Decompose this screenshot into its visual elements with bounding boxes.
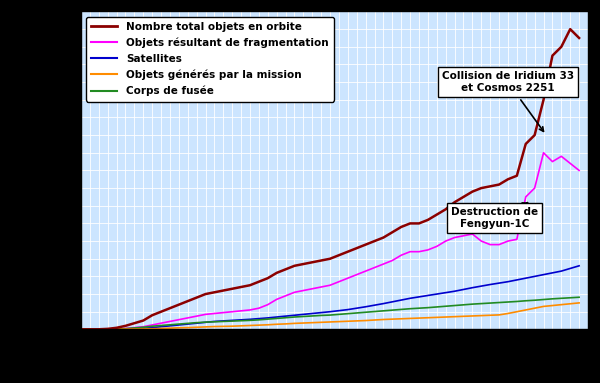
Nombre total objets en orbite bbox=[575, 36, 583, 40]
Y-axis label: Nombre d'objets: Nombre d'objets bbox=[34, 125, 44, 216]
Satellites bbox=[211, 319, 218, 324]
Nombre total objets en orbite bbox=[415, 221, 422, 226]
Corps de fusée bbox=[415, 306, 422, 311]
Nombre total objets en orbite bbox=[95, 327, 103, 332]
Corps de fusée bbox=[95, 327, 103, 332]
Nombre total objets en orbite bbox=[424, 218, 431, 222]
Objets générés par la mission bbox=[95, 327, 103, 332]
Corps de fusée bbox=[77, 327, 85, 332]
Objets résultant de fragmentation bbox=[575, 168, 583, 173]
Line: Satellites: Satellites bbox=[81, 266, 579, 329]
Objets générés par la mission bbox=[415, 316, 422, 320]
Satellites bbox=[291, 313, 298, 318]
Corps de fusée bbox=[211, 319, 218, 324]
Text: Collision de Iridium 33
et Cosmos 2251: Collision de Iridium 33 et Cosmos 2251 bbox=[442, 71, 574, 131]
Nombre total objets en orbite bbox=[291, 264, 298, 268]
X-axis label: Année: Année bbox=[313, 359, 356, 372]
Legend: Nombre total objets en orbite, Objets résultant de fragmentation, Satellites, Ob: Nombre total objets en orbite, Objets ré… bbox=[86, 17, 334, 101]
Line: Corps de fusée: Corps de fusée bbox=[81, 297, 579, 329]
Objets résultant de fragmentation bbox=[77, 327, 85, 332]
Objets résultant de fragmentation bbox=[104, 327, 111, 332]
Line: Nombre total objets en orbite: Nombre total objets en orbite bbox=[81, 29, 579, 329]
Text: Destruction de
Fengyun-1C: Destruction de Fengyun-1C bbox=[451, 203, 538, 229]
Satellites bbox=[104, 327, 111, 332]
Nombre total objets en orbite bbox=[104, 327, 111, 331]
Satellites bbox=[415, 295, 422, 299]
Corps de fusée bbox=[575, 295, 583, 300]
Nombre total objets en orbite bbox=[77, 327, 85, 332]
Corps de fusée bbox=[424, 305, 431, 310]
Objets résultant de fragmentation bbox=[291, 290, 298, 295]
Objets résultant de fragmentation bbox=[95, 327, 103, 332]
Objets résultant de fragmentation bbox=[211, 311, 218, 316]
Line: Objets générés par la mission: Objets générés par la mission bbox=[81, 303, 579, 329]
Objets générés par la mission bbox=[77, 327, 85, 332]
Corps de fusée bbox=[291, 315, 298, 319]
Objets résultant de fragmentation bbox=[540, 151, 547, 155]
Objets générés par la mission bbox=[211, 324, 218, 329]
Nombre total objets en orbite bbox=[211, 290, 218, 295]
Objets générés par la mission bbox=[424, 316, 431, 320]
Objets générés par la mission bbox=[291, 321, 298, 326]
Satellites bbox=[575, 264, 583, 268]
Satellites bbox=[77, 327, 85, 332]
Satellites bbox=[424, 293, 431, 298]
Objets résultant de fragmentation bbox=[424, 247, 431, 252]
Line: Objets résultant de fragmentation: Objets résultant de fragmentation bbox=[81, 153, 579, 329]
Corps de fusée bbox=[104, 327, 111, 332]
Nombre total objets en orbite bbox=[566, 27, 574, 31]
Objets générés par la mission bbox=[104, 327, 111, 332]
Satellites bbox=[95, 327, 103, 332]
Objets résultant de fragmentation bbox=[415, 249, 422, 254]
Objets générés par la mission bbox=[575, 301, 583, 305]
